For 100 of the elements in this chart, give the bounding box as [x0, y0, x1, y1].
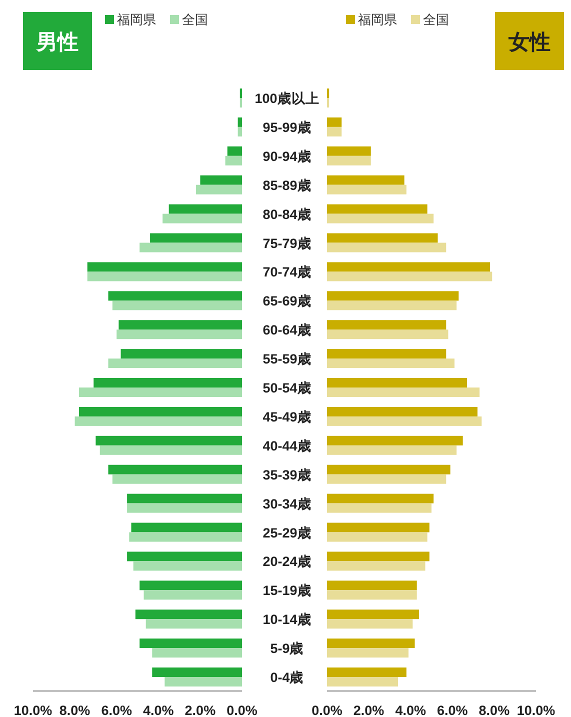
bar	[327, 552, 430, 562]
y-tick-label: 10-14歳	[262, 612, 312, 628]
bar	[131, 522, 242, 532]
bar	[327, 503, 432, 513]
bar	[108, 358, 242, 368]
y-tick-label: 85-89歳	[262, 178, 312, 193]
y-tick-label: 20-24歳	[262, 554, 312, 570]
bar	[129, 532, 242, 542]
bar	[135, 610, 242, 620]
bar	[327, 522, 430, 532]
chart-title: 男性	[36, 31, 78, 54]
bar	[152, 668, 242, 677]
bar	[327, 416, 482, 426]
bar	[327, 349, 446, 359]
bar	[327, 242, 446, 252]
legend-label: 全国	[423, 12, 449, 27]
y-tick-label: 5-9歳	[270, 641, 304, 656]
legend-label: 福岡県	[358, 12, 397, 27]
bar	[127, 503, 242, 513]
y-tick-label: 90-94歳	[262, 148, 312, 164]
y-tick-label: 55-59歳	[262, 352, 312, 367]
x-tick-label: 8.0%	[478, 703, 510, 717]
bar	[327, 233, 438, 243]
bar	[87, 262, 242, 272]
x-tick-label: 0.0%	[226, 703, 258, 717]
bar	[112, 300, 242, 310]
x-tick-label: 8.0%	[59, 703, 90, 717]
legend-label: 福岡県	[117, 12, 156, 27]
x-tick-label: 6.0%	[101, 703, 132, 717]
x-tick-label: 4.0%	[143, 703, 174, 717]
bar	[327, 561, 426, 571]
bar	[168, 204, 242, 214]
bar	[327, 436, 463, 446]
bar	[327, 291, 459, 301]
bar	[327, 638, 415, 648]
bar	[327, 610, 419, 620]
bar	[327, 590, 417, 600]
y-tick-label: 60-64歳	[262, 322, 312, 338]
bar	[162, 214, 242, 224]
x-tick-label: 10.0%	[516, 703, 556, 717]
bar	[327, 445, 457, 455]
y-tick-label: 70-74歳	[262, 264, 312, 280]
bar	[327, 146, 371, 156]
bar	[327, 358, 454, 368]
bar	[327, 619, 413, 629]
bar	[108, 464, 242, 474]
y-tick-label: 15-19歳	[262, 583, 312, 598]
bar	[327, 117, 342, 127]
y-tick-label: 35-39歳	[262, 467, 312, 482]
bar	[327, 272, 492, 282]
bar	[327, 648, 409, 658]
y-tick-label: 50-54歳	[262, 380, 312, 396]
bar	[118, 320, 242, 330]
bar	[78, 406, 242, 416]
bar	[327, 532, 428, 542]
bar	[112, 474, 242, 484]
chart-title: 女性	[508, 31, 550, 54]
bar	[87, 272, 242, 282]
bar	[327, 156, 371, 166]
bar	[327, 175, 404, 185]
bar	[327, 126, 342, 136]
y-tick-label: 0-4歳	[270, 670, 304, 685]
x-tick-label: 2.0%	[353, 703, 384, 717]
title-badge: 男性	[23, 12, 92, 70]
bar	[327, 388, 480, 397]
bar	[227, 146, 242, 156]
bar	[100, 445, 242, 455]
y-tick-label: 40-44歳	[262, 438, 312, 454]
bar	[144, 590, 242, 600]
bar	[146, 619, 242, 629]
bar	[327, 580, 417, 590]
bar	[238, 126, 242, 136]
bar	[327, 262, 490, 272]
legend-label: 全国	[182, 12, 208, 27]
bar	[127, 494, 242, 504]
bar	[150, 233, 242, 243]
y-tick-label: 25-29歳	[262, 525, 312, 540]
bar	[327, 494, 434, 504]
y-tick-label: 95-99歳	[262, 120, 312, 135]
title-badge: 女性	[495, 12, 564, 70]
bar	[116, 330, 242, 340]
bar	[327, 464, 450, 474]
bar	[196, 184, 242, 194]
y-tick-label: 65-69歳	[262, 294, 312, 309]
bar	[127, 552, 242, 562]
bar	[96, 436, 242, 446]
bar	[327, 330, 448, 340]
bar	[74, 416, 242, 426]
bar	[200, 175, 242, 185]
y-tick-label: 75-79歳	[262, 236, 312, 251]
bar	[327, 320, 446, 330]
y-tick-label: 80-84歳	[262, 206, 312, 222]
bar	[94, 378, 242, 388]
bar	[238, 117, 242, 127]
bar	[327, 378, 468, 388]
bar	[152, 648, 242, 658]
bar	[164, 677, 242, 686]
y-tick-label: 100歳以上	[254, 91, 320, 106]
bar	[108, 291, 242, 301]
bar	[327, 668, 406, 677]
